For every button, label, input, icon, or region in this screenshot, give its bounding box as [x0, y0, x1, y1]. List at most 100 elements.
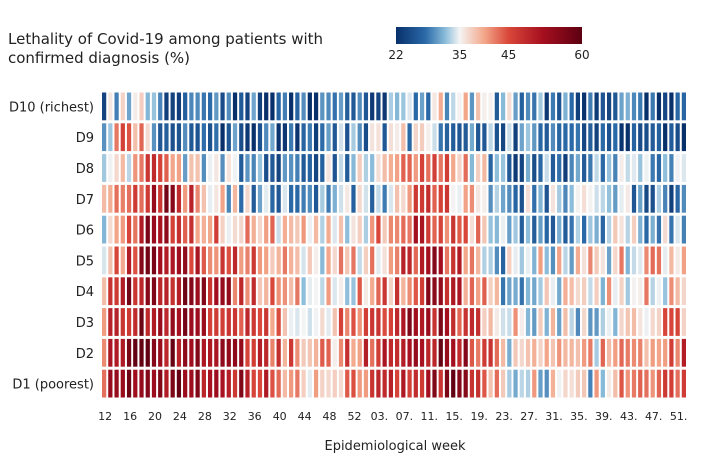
- heatmap-cell: [656, 215, 662, 244]
- heatmap-cell: [569, 246, 574, 275]
- heatmap-cell: [569, 308, 574, 336]
- heatmap-cell: [289, 246, 294, 275]
- heatmap-cell: [183, 308, 188, 336]
- heatmap-cell: [507, 215, 512, 244]
- heatmap-cell: [606, 123, 612, 152]
- heatmap-cell: [282, 246, 288, 275]
- heatmap-cell: [476, 308, 481, 336]
- heatmap-cell: [382, 277, 387, 306]
- heatmap-cell: [158, 246, 163, 275]
- heatmap-cell: [270, 246, 275, 275]
- heatmap-cell: [606, 277, 612, 306]
- heatmap-cell: [656, 369, 662, 398]
- heatmap-cell: [214, 154, 219, 182]
- heatmap-cell: [332, 369, 337, 398]
- heatmap-cell: [663, 92, 668, 121]
- heatmap-cell: [613, 154, 618, 182]
- row-label: D7: [76, 193, 94, 208]
- heatmap-cell: [613, 308, 618, 336]
- heatmap-cell: [507, 184, 512, 213]
- heatmap-cell: [395, 92, 400, 121]
- heatmap-cell: [239, 184, 244, 213]
- heatmap-cell: [239, 92, 244, 121]
- heatmap-cell: [158, 92, 163, 121]
- heatmap-cell: [438, 246, 443, 275]
- heatmap-cell: [395, 308, 400, 336]
- x-tick-label: 52: [348, 410, 362, 423]
- heatmap-cell: [550, 308, 556, 336]
- heatmap-cell: [282, 184, 288, 213]
- heatmap-cell: [575, 308, 581, 336]
- heatmap-cell: [544, 308, 549, 336]
- heatmap-cell: [669, 184, 674, 213]
- heatmap-cell: [432, 92, 437, 121]
- heatmap-cell: [370, 246, 375, 275]
- heatmap-cell: [251, 154, 256, 182]
- heatmap-cell: [102, 154, 107, 182]
- heatmap-cell: [220, 154, 225, 182]
- heatmap-cell: [257, 308, 263, 336]
- heatmap-cell: [126, 277, 132, 306]
- heatmap-cell: [382, 369, 387, 398]
- heatmap-cell: [594, 277, 599, 306]
- heatmap-cell: [538, 369, 543, 398]
- heatmap-cell: [282, 277, 288, 306]
- heatmap-cell: [681, 92, 686, 121]
- heatmap-cell: [557, 92, 562, 121]
- heatmap-cell: [189, 308, 194, 336]
- heatmap-cell: [563, 338, 568, 367]
- heatmap-cell: [656, 123, 662, 152]
- heatmap-cell: [158, 277, 163, 306]
- heatmap-cell: [613, 92, 618, 121]
- heatmap-cell: [638, 338, 643, 367]
- heatmap-cell: [494, 215, 499, 244]
- heatmap-cell: [313, 123, 319, 152]
- heatmap-cell: [619, 184, 624, 213]
- heatmap-cell: [345, 369, 350, 398]
- heatmap-cell: [357, 184, 362, 213]
- heatmap-cell: [270, 184, 275, 213]
- heatmap-cell: [488, 369, 493, 398]
- heatmap-cell: [613, 338, 618, 367]
- heatmap-cell: [395, 277, 400, 306]
- heatmap-cell: [644, 92, 649, 121]
- heatmap-cell: [176, 92, 182, 121]
- heatmap-cell: [638, 92, 643, 121]
- heatmap-cell: [644, 215, 649, 244]
- heatmap-cell: [451, 277, 456, 306]
- heatmap-cell: [301, 369, 306, 398]
- heatmap-cell: [569, 123, 574, 152]
- heatmap-cell: [444, 308, 450, 336]
- heatmap-cell: [158, 184, 163, 213]
- x-tick-labels: 12 16 20 24 28 32 36 40 44 48 52 03. 07. 11. 15. 19. 23.…: [98, 410, 687, 423]
- heatmap-cell: [114, 92, 119, 121]
- heatmap-cell: [625, 92, 630, 121]
- heatmap-cell: [513, 246, 518, 275]
- heatmap-cell: [376, 338, 381, 367]
- heatmap-cell: [519, 92, 524, 121]
- heatmap-cell: [544, 369, 549, 398]
- heatmap-cell: [600, 308, 605, 336]
- heatmap-cell: [438, 184, 443, 213]
- heatmap-cell: [525, 154, 531, 182]
- heatmap-cell: [588, 92, 593, 121]
- heatmap-cell: [488, 92, 493, 121]
- heatmap-cell: [644, 369, 649, 398]
- heatmap-cell: [164, 123, 169, 152]
- heatmap-cell: [482, 123, 487, 152]
- heatmap-cell: [600, 369, 605, 398]
- heatmap-cell: [108, 308, 113, 336]
- heatmap-cell: [663, 338, 668, 367]
- heatmap-cell: [451, 308, 456, 336]
- heatmap-cell: [413, 246, 418, 275]
- heatmap-cell: [550, 338, 556, 367]
- heatmap-cell: [675, 215, 680, 244]
- heatmap-cell: [257, 215, 263, 244]
- heatmap-cell: [669, 246, 674, 275]
- heatmap-cell: [257, 277, 263, 306]
- heatmap-cell: [301, 338, 306, 367]
- x-tick-label: 15.: [445, 410, 463, 423]
- x-tick-label: 16: [123, 410, 137, 423]
- heatmap-cell: [438, 277, 443, 306]
- heatmap-cell: [681, 123, 686, 152]
